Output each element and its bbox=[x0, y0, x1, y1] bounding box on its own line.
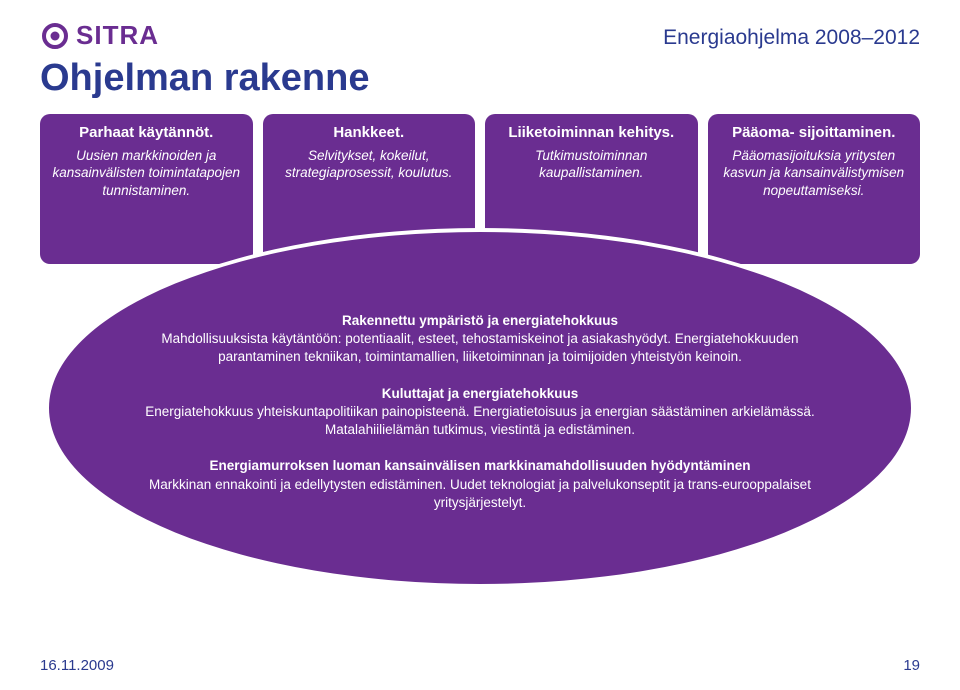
theme-energy-transition: Energiamurroksen luoman kansainvälisen m… bbox=[119, 457, 841, 512]
logo-mark-icon bbox=[40, 21, 70, 51]
theme-head: Kuluttajat ja energiatehokkuus bbox=[382, 386, 579, 401]
theme-consumers: Kuluttajat ja energiatehokkuus Energiate… bbox=[119, 385, 841, 440]
slide: SITRA Energiaohjelma 2008–2012 Ohjelman … bbox=[0, 0, 960, 690]
ellipse-wrap: Rakennettu ympäristö ja energiatehokkuus… bbox=[40, 228, 920, 588]
box-body: Tutkimustoiminnan kaupallistaminen. bbox=[497, 147, 686, 182]
box-body: Selvitykset, kokeilut, strategiaprosessi… bbox=[275, 147, 464, 182]
theme-head: Rakennettu ympäristö ja energiatehokkuus bbox=[342, 313, 618, 328]
program-subtitle: Energiaohjelma 2008–2012 bbox=[663, 26, 920, 50]
footer-page: 19 bbox=[903, 657, 920, 674]
themes-ellipse: Rakennettu ympäristö ja energiatehokkuus… bbox=[45, 228, 915, 588]
page-title: Ohjelman rakenne bbox=[40, 57, 920, 100]
theme-head: Energiamurroksen luoman kansainvälisen m… bbox=[210, 458, 751, 473]
box-head: Parhaat käytännöt. bbox=[52, 124, 241, 143]
theme-body: Markkinan ennakointi ja edellytysten edi… bbox=[149, 477, 811, 510]
theme-body: Energiatehokkuus yhteiskuntapolitiikan p… bbox=[145, 404, 814, 437]
box-body: Uusien markkinoiden ja kansainvälisten t… bbox=[52, 147, 241, 200]
logo-text: SITRA bbox=[76, 20, 159, 51]
header-row: SITRA Energiaohjelma 2008–2012 bbox=[40, 20, 920, 51]
box-body: Pääomasijoituksia yritysten kasvun ja ka… bbox=[720, 147, 909, 200]
footer-date: 16.11.2009 bbox=[40, 657, 114, 674]
box-head: Hankkeet. bbox=[275, 124, 464, 143]
theme-body: Mahdollisuuksista käytäntöön: potentiaal… bbox=[161, 331, 798, 364]
theme-built-environment: Rakennettu ympäristö ja energiatehokkuus… bbox=[119, 312, 841, 367]
footer: 16.11.2009 19 bbox=[40, 657, 920, 674]
box-head: Pääoma- sijoittaminen. bbox=[720, 124, 909, 143]
box-head: Liiketoiminnan kehitys. bbox=[497, 124, 686, 143]
logo: SITRA bbox=[40, 20, 159, 51]
